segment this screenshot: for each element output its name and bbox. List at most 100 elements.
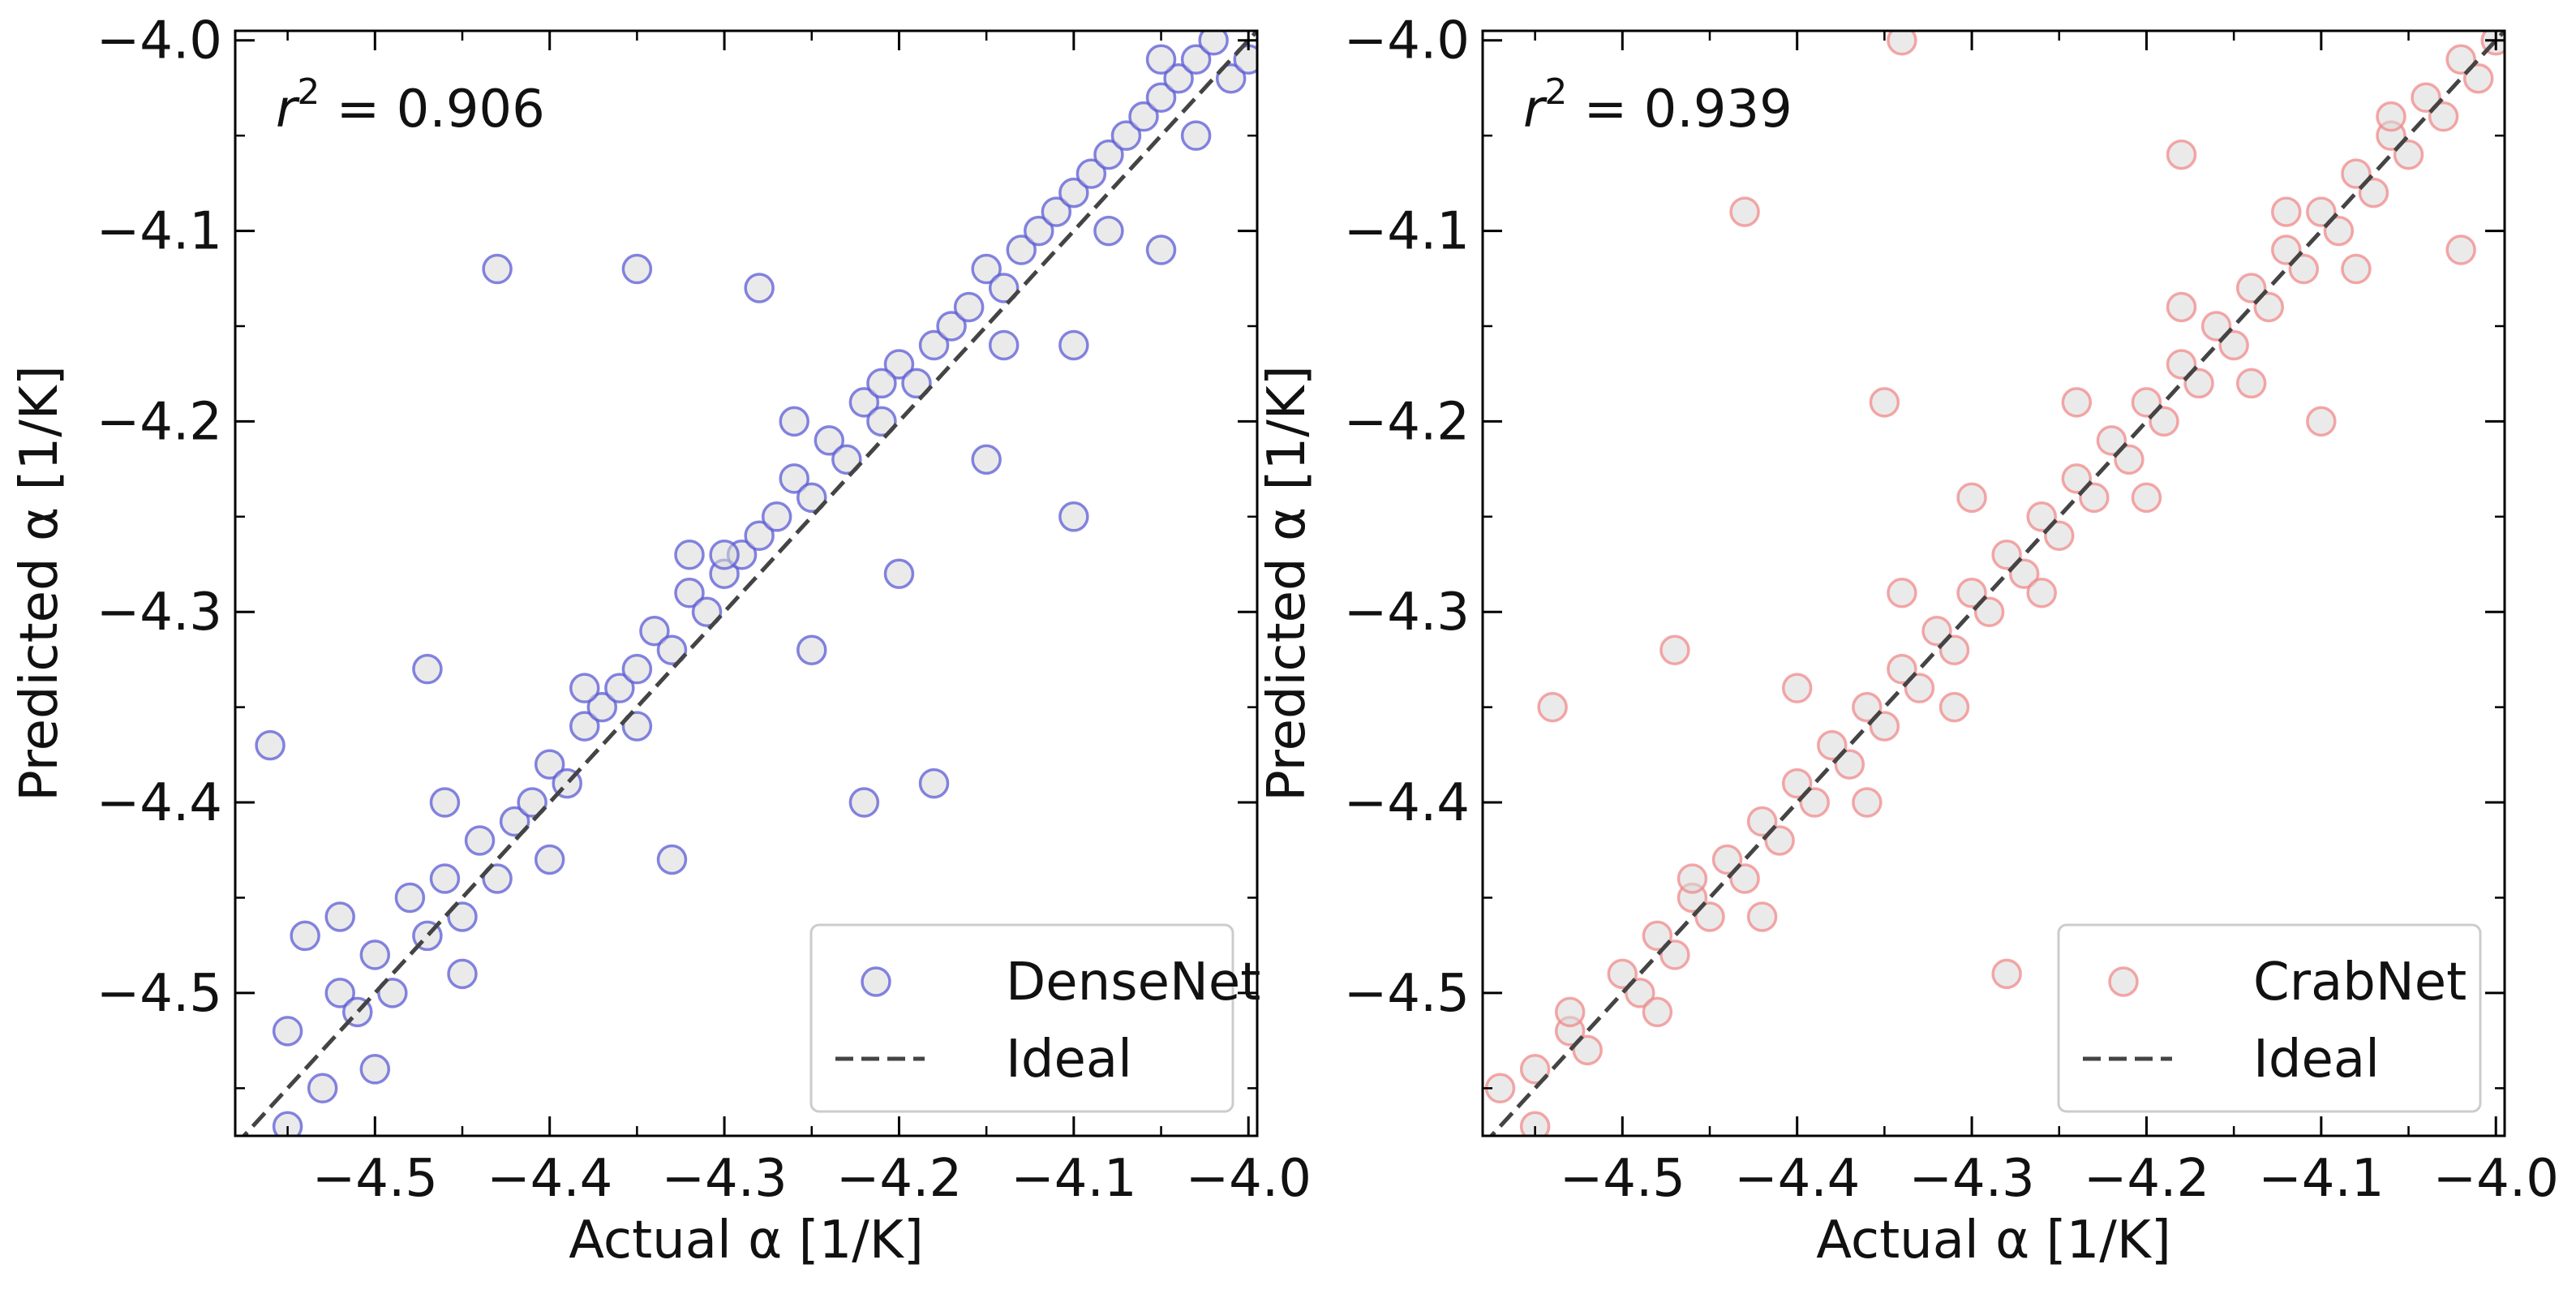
legend-label-model: DenseNet — [1006, 952, 1260, 1013]
scatter-point — [1215, 62, 1247, 94]
scatter-point — [779, 406, 809, 437]
scatter-point — [1642, 996, 1673, 1028]
scatter-point — [1852, 787, 1883, 818]
scatter-point — [1746, 901, 1778, 932]
scatter-point — [971, 253, 1002, 285]
scatter-point — [2131, 482, 2162, 514]
scatter-point — [953, 291, 985, 323]
scatter-point — [2411, 82, 2441, 113]
legend-box — [2057, 923, 2482, 1113]
scatter-point — [1991, 540, 2022, 570]
scatter-point — [761, 501, 792, 532]
scatter-point — [2428, 101, 2459, 132]
scatter-point — [1834, 749, 1865, 780]
scatter-point — [272, 1111, 303, 1136]
scatter-point — [918, 768, 950, 799]
scatter-point — [1572, 1034, 1603, 1066]
scatter-point — [621, 711, 653, 742]
scatter-point — [848, 787, 880, 818]
legend-label-ideal: Ideal — [2253, 1030, 2380, 1090]
legend-label-ideal: Ideal — [1006, 1030, 1132, 1090]
y-tick-label: −4.3 — [1344, 583, 1470, 643]
scatter-point — [2183, 368, 2214, 399]
scatter-point — [534, 749, 565, 780]
scatter-point — [1869, 711, 1900, 742]
scatter-point — [656, 634, 688, 665]
scatter-point — [2008, 558, 2040, 590]
y-tick-label: −4.4 — [1344, 773, 1470, 833]
x-tick-label: −4.3 — [1908, 1149, 2034, 1209]
scatter-point — [2061, 463, 2093, 494]
scatter-point — [1642, 920, 1673, 952]
scatter-point — [1163, 62, 1194, 94]
scatter-point — [796, 482, 827, 514]
y-tick-label: −4.5 — [1344, 964, 1470, 1024]
scatter-point — [2306, 406, 2337, 437]
scatter-point — [1058, 177, 1089, 209]
scatter-point — [1145, 82, 1177, 113]
scatter-point — [290, 920, 320, 952]
scatter-point — [1729, 196, 1760, 227]
scatter-point — [2253, 291, 2284, 323]
scatter-point — [639, 615, 670, 647]
legend: DenseNet Ideal — [809, 923, 1260, 1113]
scatter-point — [1869, 387, 1900, 418]
scatter-point — [1781, 768, 1813, 799]
scatter-point — [2323, 215, 2355, 247]
scatter-point — [1198, 31, 1229, 56]
scatter-point — [1058, 329, 1089, 361]
scatter-point — [2235, 368, 2267, 399]
scatter-point — [866, 406, 897, 437]
scatter-point — [1973, 596, 2005, 627]
scatter-point — [2166, 291, 2197, 323]
scatter-point — [2166, 139, 2197, 170]
scatter-point — [1075, 158, 1107, 189]
scatter-point — [1938, 634, 1970, 665]
legend: CrabNet Ideal — [2057, 923, 2482, 1113]
x-tick-label: −4.3 — [661, 1149, 787, 1209]
scatter-point — [2288, 253, 2320, 285]
scatter-point — [569, 673, 600, 703]
crabnet-panel: −4.5 −4.4 −4.3 −4.2 −4.1 −4.0 −4.5 −4.4 −4.3 −4.2… — [1257, 11, 2559, 1271]
scatter-point — [1145, 44, 1177, 75]
x-tick-label: −4.0 — [2433, 1149, 2559, 1209]
scatter-point — [988, 329, 1020, 361]
scatter-point — [1729, 863, 1760, 894]
scatter-point — [691, 596, 723, 627]
scatter-point — [586, 691, 618, 723]
x-tick-label: −4.1 — [2258, 1149, 2384, 1209]
scatter-point — [2271, 196, 2302, 227]
scatter-point — [517, 787, 547, 818]
scatter-point — [429, 863, 461, 894]
scatter-point — [2114, 444, 2145, 475]
scatter-point — [1659, 634, 1690, 665]
scatter-point — [2271, 234, 2302, 265]
legend-label-model: CrabNet — [2253, 952, 2467, 1013]
x-tick-label: −4.2 — [836, 1149, 962, 1209]
y-tick-label: −4.2 — [1344, 392, 1470, 452]
scatter-point — [1956, 482, 1987, 514]
scatter-point — [534, 844, 565, 875]
scatter-point — [621, 253, 653, 285]
scatter-point — [429, 787, 461, 818]
scatter-point — [1093, 215, 1124, 247]
scatter-point — [1110, 120, 1142, 151]
y-axis-label: Predicted α [1/K] — [10, 365, 70, 802]
x-axis-label: Actual α [1/K] — [569, 1210, 924, 1271]
y-tick-label: −4.0 — [97, 11, 222, 71]
scatter-point — [744, 273, 775, 303]
scatter-point — [2026, 501, 2057, 532]
y-tick-label: −4.4 — [97, 773, 222, 833]
scatter-point — [848, 387, 880, 418]
scatter-point — [621, 653, 653, 685]
y-tick-label: −4.1 — [1344, 202, 1470, 262]
scatter-point — [796, 634, 827, 665]
scatter-point — [971, 444, 1002, 475]
scatter-point — [2445, 234, 2476, 265]
y-tick-label: −4.5 — [97, 964, 222, 1024]
scatter-point — [1887, 653, 1917, 685]
scatter-point — [1887, 577, 1917, 608]
scatter-point — [2044, 520, 2075, 552]
y-axis-label: Predicted α [1/K] — [1257, 365, 1317, 802]
